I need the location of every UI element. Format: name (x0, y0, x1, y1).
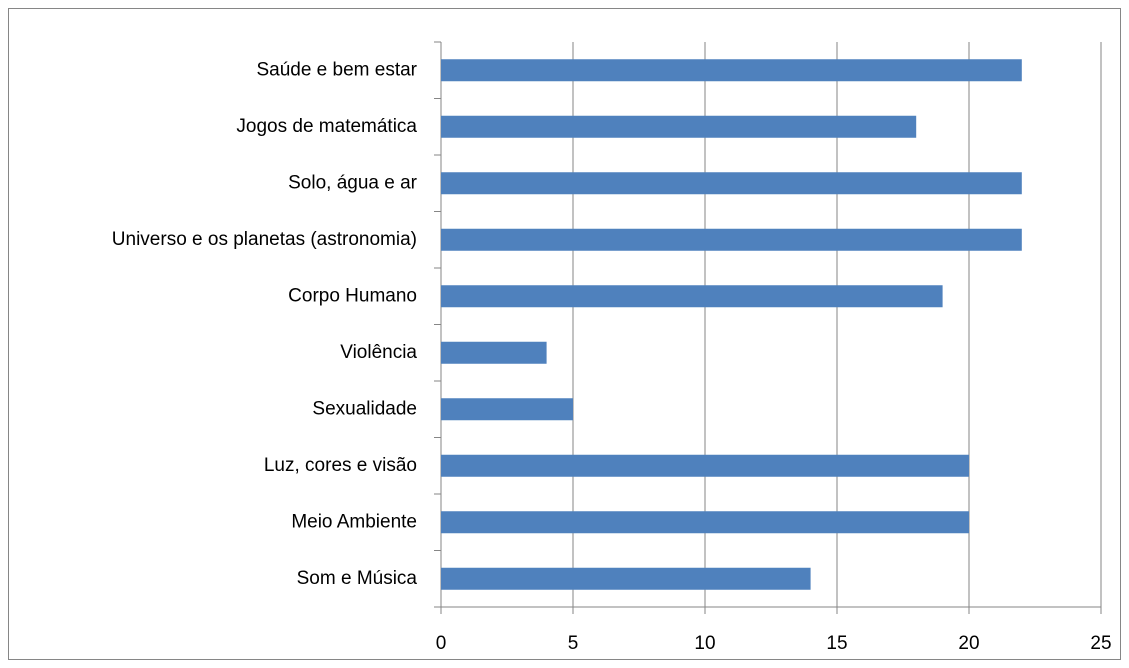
bar (441, 341, 547, 364)
x-tick-label: 15 (826, 633, 847, 654)
bar (441, 454, 969, 477)
x-tick-label: 25 (1090, 633, 1111, 654)
x-tick-label: 5 (568, 633, 579, 654)
chart-frame (8, 8, 1121, 660)
x-tick-label: 0 (436, 633, 447, 654)
bar (441, 172, 1022, 195)
y-tick-label: Jogos de matemática (236, 116, 417, 137)
bar (441, 115, 917, 138)
y-tick-label: Violência (340, 342, 417, 363)
x-tick-label: 10 (694, 633, 715, 654)
y-tick-label: Universo e os planetas (astronomia) (112, 229, 417, 250)
bar (441, 567, 811, 590)
y-tick-label: Corpo Humano (288, 285, 417, 306)
y-tick-label: Saúde e bem estar (256, 59, 417, 80)
bar (441, 59, 1022, 82)
y-tick-label: Luz, cores e visão (264, 455, 417, 476)
bar (441, 228, 1022, 251)
y-tick-label: Som e Música (297, 568, 418, 589)
bar (441, 398, 573, 421)
y-tick-label: Meio Ambiente (291, 511, 417, 532)
bar (441, 511, 969, 534)
y-tick-label: Solo, água e ar (288, 172, 418, 193)
bar (441, 285, 943, 308)
x-tick-label: 20 (958, 633, 979, 654)
y-tick-label: Sexualidade (312, 398, 417, 419)
